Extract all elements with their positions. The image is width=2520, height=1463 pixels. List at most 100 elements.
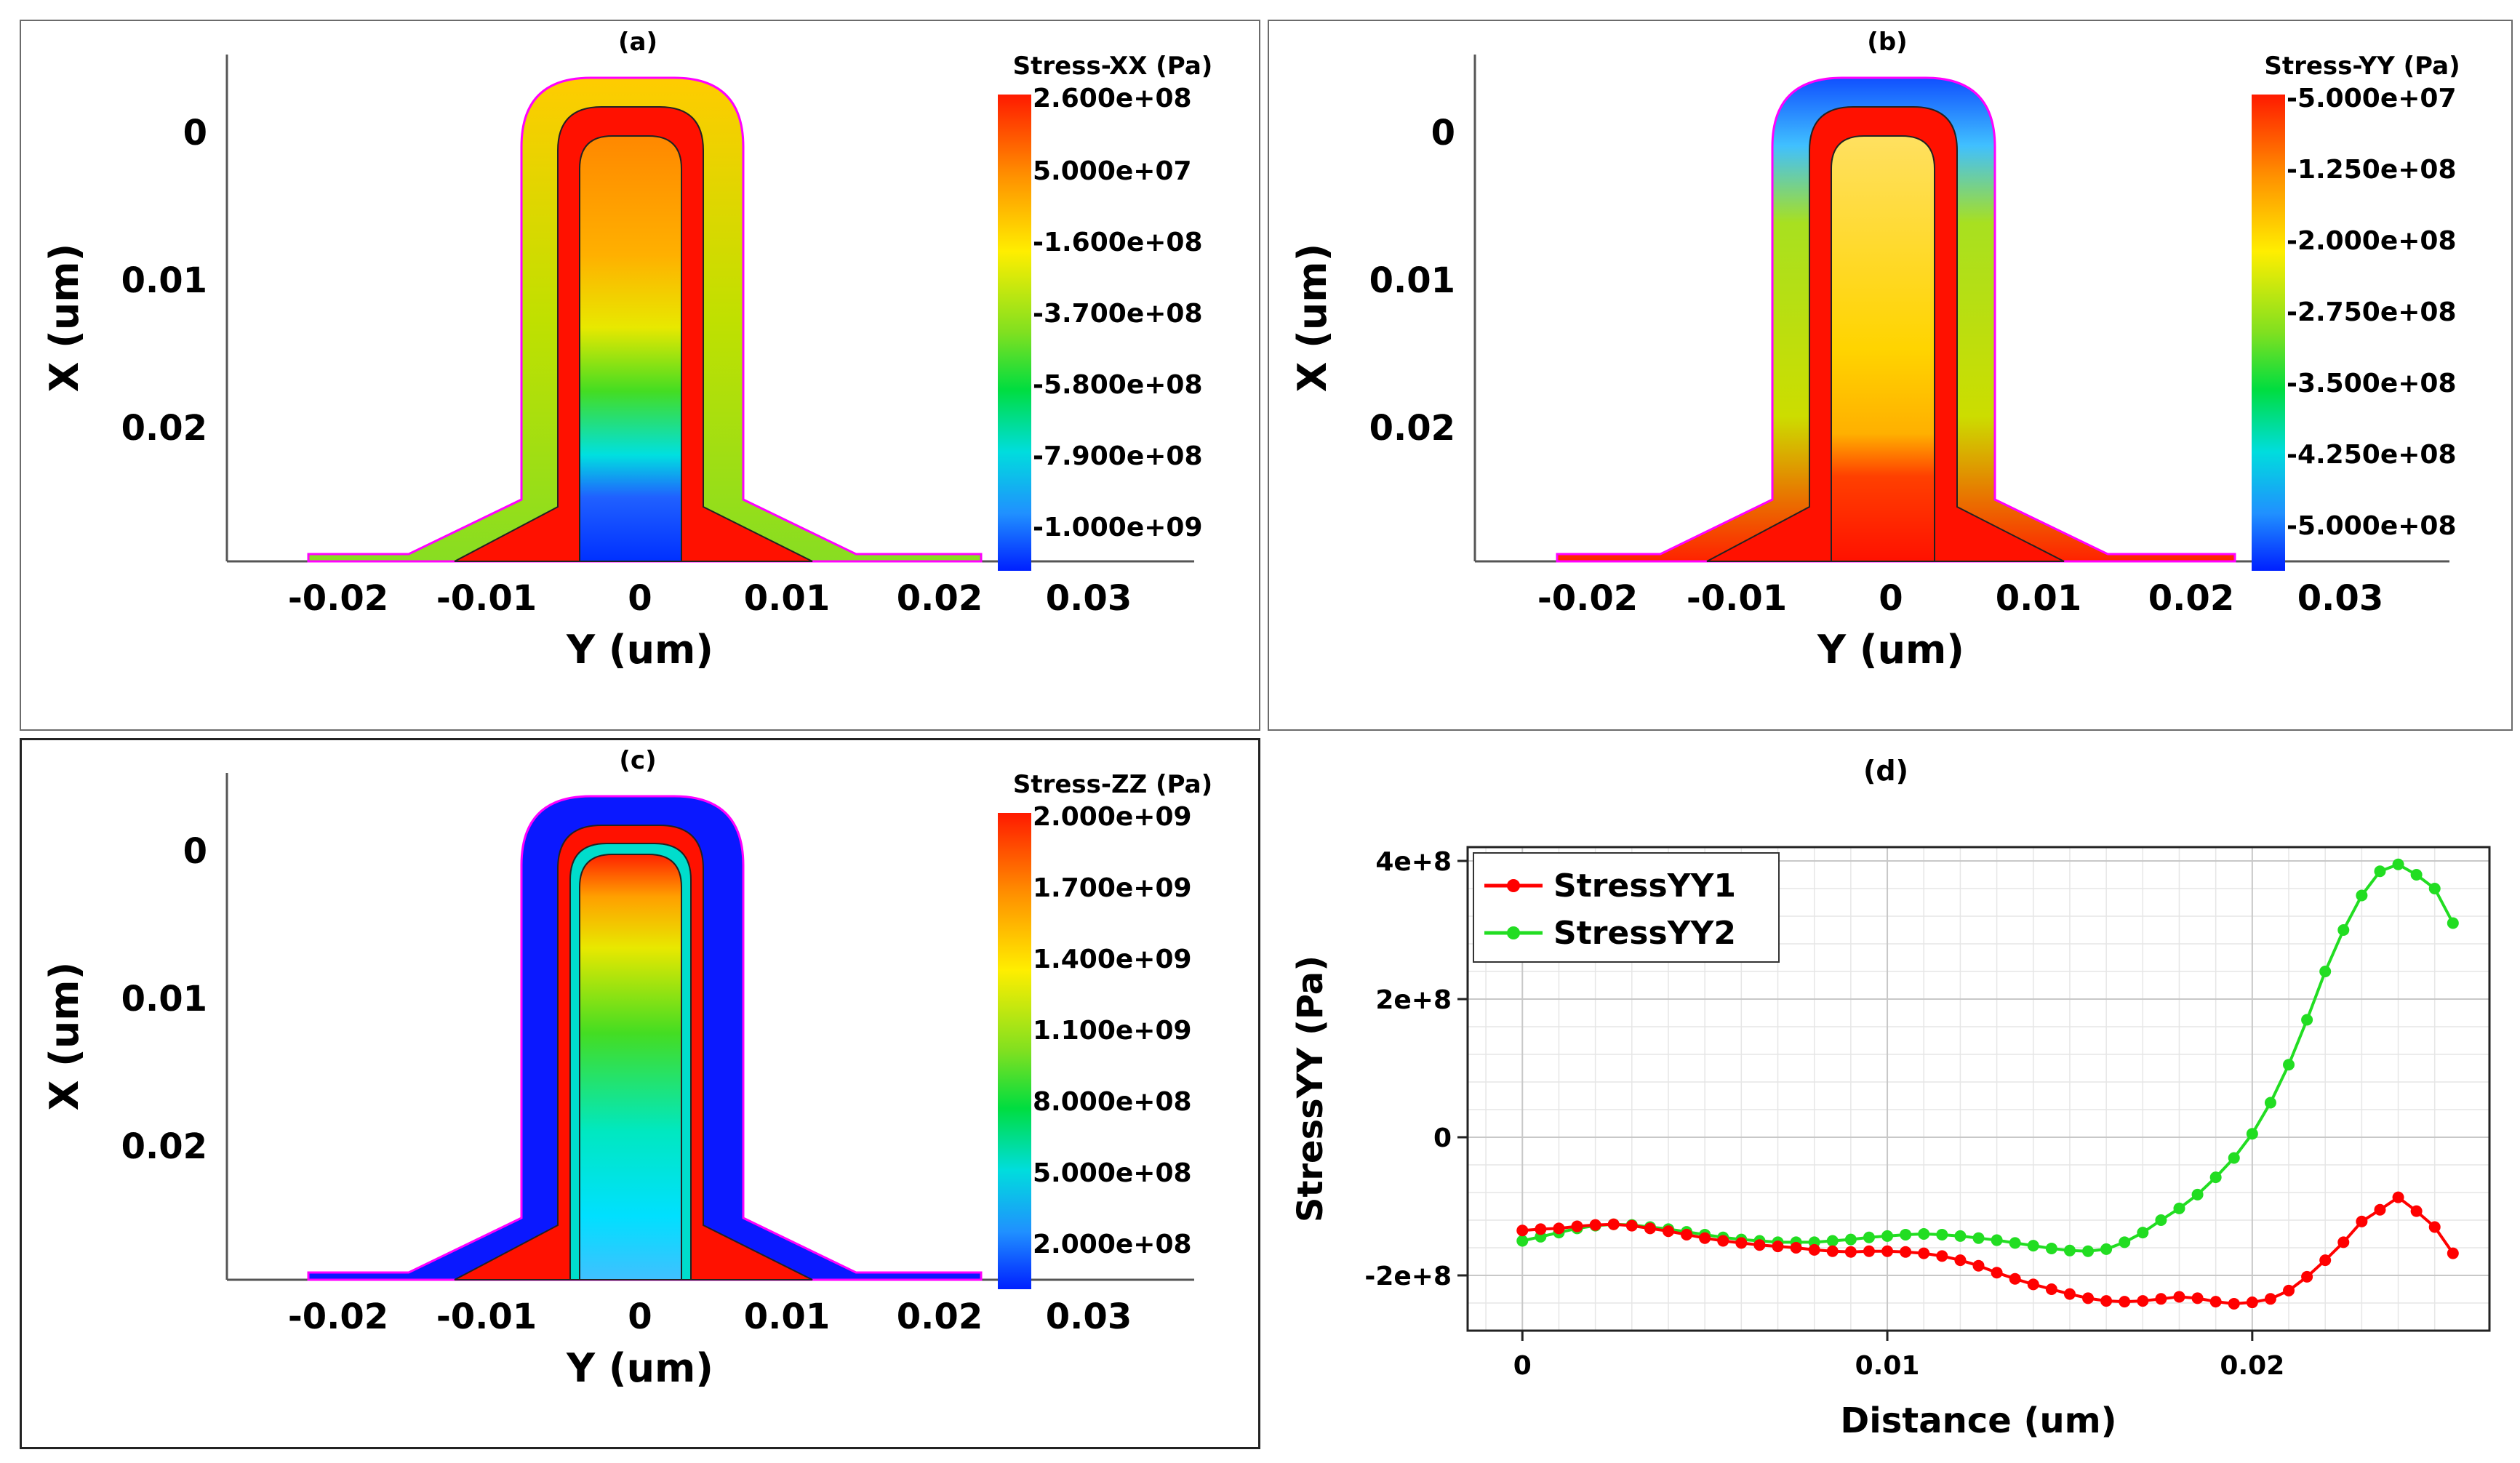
x-tick: 0.03 [2297, 578, 2383, 619]
colorbar [998, 813, 1031, 1289]
data-point-StressYY1 [1954, 1254, 1967, 1267]
data-point-StressYY2 [2428, 883, 2441, 894]
y-tick: 0 [183, 831, 207, 872]
y-axis-label: X (um) [1289, 244, 1335, 393]
x-axis-label: Y (um) [566, 1345, 713, 1391]
x-tick: 0 [1879, 578, 1903, 619]
colorbar-label: 5.000e+07 [1033, 156, 1192, 186]
data-point-StressYY1 [1589, 1219, 1601, 1231]
data-point-StressYY1 [2209, 1296, 2222, 1308]
data-point-StressYY2 [2374, 865, 2386, 878]
legend-swatch-marker [1507, 879, 1520, 892]
colorbar-label: 1.100e+09 [1033, 1016, 1192, 1046]
x-tick-label: 0 [1513, 1351, 1532, 1381]
data-point-StressYY1 [2246, 1296, 2258, 1309]
colorbar-label: 8.000e+08 [1033, 1087, 1192, 1117]
legend: StressYY1 StressYY2 [1473, 852, 1780, 963]
data-point-StressYY2 [2337, 924, 2350, 936]
panel-c: (c) 0 0.01 0.02 X (um) -0.02 -0.01 0 0.0… [20, 738, 1260, 1449]
series-line-StressYY1 [1522, 1195, 2455, 1305]
data-point-StressYY2 [2137, 1227, 2149, 1239]
panel-b-tag: (b) [1867, 28, 1907, 57]
data-point-StressYY2 [1844, 1233, 1857, 1246]
data-point-StressYY1 [1844, 1246, 1857, 1258]
data-point-StressYY2 [2045, 1242, 2057, 1254]
x-tick: 0.01 [744, 578, 830, 619]
colorbar-label: 1.700e+09 [1033, 873, 1192, 903]
data-point-StressYY1 [2100, 1295, 2113, 1307]
data-point-StressYY1 [1535, 1223, 1547, 1235]
x-tick: 0.03 [1046, 578, 1132, 619]
x-tick: 0.02 [897, 578, 983, 619]
colorbar-label: -2.000e+08 [2287, 226, 2457, 256]
data-point-StressYY2 [1863, 1231, 1875, 1243]
data-point-StressYY1 [1808, 1243, 1820, 1256]
x-tick: -0.01 [1687, 578, 1787, 619]
data-point-StressYY1 [2264, 1293, 2276, 1305]
y-axis-label: StressYY (Pa) [1290, 955, 1331, 1222]
y-tick: 0 [183, 113, 207, 153]
y-axis-label: X (um) [41, 962, 87, 1111]
x-tick: 0.01 [744, 1296, 830, 1337]
data-point-StressYY1 [2283, 1284, 2295, 1296]
data-point-StressYY1 [1826, 1245, 1839, 1257]
data-point-StressYY1 [1790, 1242, 1802, 1254]
colorbar-label: 2.600e+08 [1033, 84, 1192, 113]
colorbar [2252, 95, 2285, 571]
panel-a-tag: (a) [618, 28, 657, 57]
data-point-StressYY2 [2100, 1243, 2113, 1255]
data-point-StressYY2 [2392, 858, 2404, 870]
colorbar-label: 2.000e+09 [1033, 802, 1192, 832]
data-point-StressYY2 [2283, 1059, 2295, 1071]
x-tick: -0.02 [1537, 578, 1638, 619]
y-tick: 0.02 [121, 408, 207, 449]
x-tick: -0.01 [436, 578, 537, 619]
data-point-StressYY2 [1900, 1228, 1912, 1240]
data-point-StressYY1 [1753, 1239, 1766, 1251]
panel-a: (a) 0 0.01 0.02 X (um) -0.02 -0.01 0 0.0… [20, 20, 1260, 731]
colorbar-label: 5.000e+08 [1033, 1158, 1192, 1188]
data-point-StressYY2 [2027, 1240, 2039, 1252]
data-point-StressYY1 [2119, 1296, 2131, 1308]
x-axis-label: Y (um) [1817, 627, 1964, 673]
y-tick: 0.01 [121, 979, 207, 1019]
data-point-StressYY2 [2082, 1245, 2095, 1257]
colorbar-title: Stress-YY (Pa) [2264, 52, 2460, 81]
panel-b: (b) 0 0.01 0.02 X (um) -0.02 -0.01 0 0.0… [1268, 20, 2513, 731]
data-point-StressYY2 [2009, 1237, 2021, 1249]
data-point-StressYY1 [1918, 1247, 1930, 1259]
panel-d-tag: (d) [1863, 755, 1908, 787]
data-point-StressYY1 [1516, 1224, 1529, 1237]
data-point-StressYY1 [2319, 1254, 2332, 1267]
data-point-StressYY2 [1516, 1235, 1529, 1247]
data-point-StressYY1 [2082, 1292, 2095, 1304]
data-point-StressYY1 [1625, 1219, 1638, 1232]
x-tick: 0.02 [2148, 578, 2234, 619]
data-point-StressYY1 [2410, 1205, 2423, 1217]
data-point-StressYY2 [2119, 1236, 2131, 1248]
data-point-StressYY1 [1735, 1237, 1748, 1249]
data-point-StressYY2 [2264, 1097, 2276, 1109]
data-point-StressYY1 [1662, 1225, 1674, 1238]
data-point-StressYY1 [1936, 1250, 1948, 1262]
data-point-StressYY1 [2447, 1247, 2459, 1259]
data-point-StressYY1 [2301, 1270, 2313, 1283]
data-point-StressYY2 [2301, 1014, 2313, 1026]
colorbar-title: Stress-XX (Pa) [1013, 52, 1213, 81]
colorbar-label: -3.500e+08 [2287, 369, 2457, 398]
data-point-StressYY1 [2374, 1203, 2386, 1216]
y-axis-label: X (um) [41, 244, 87, 393]
data-point-StressYY1 [1607, 1218, 1620, 1230]
data-point-StressYY1 [2356, 1215, 2368, 1227]
plot-area [1466, 846, 2491, 1332]
colorbar-label: -5.800e+08 [1033, 370, 1203, 400]
colorbar-label: -5.000e+07 [2287, 84, 2457, 113]
y-tick-label: -2e+8 [1364, 1262, 1452, 1291]
data-point-StressYY1 [1972, 1259, 1985, 1272]
data-point-StressYY1 [1644, 1222, 1656, 1235]
data-point-StressYY2 [2209, 1171, 2222, 1184]
y-tick: 0.02 [1369, 408, 1455, 449]
x-tick: -0.02 [288, 578, 388, 619]
data-point-StressYY1 [1699, 1232, 1711, 1244]
data-point-StressYY1 [1991, 1267, 2003, 1279]
